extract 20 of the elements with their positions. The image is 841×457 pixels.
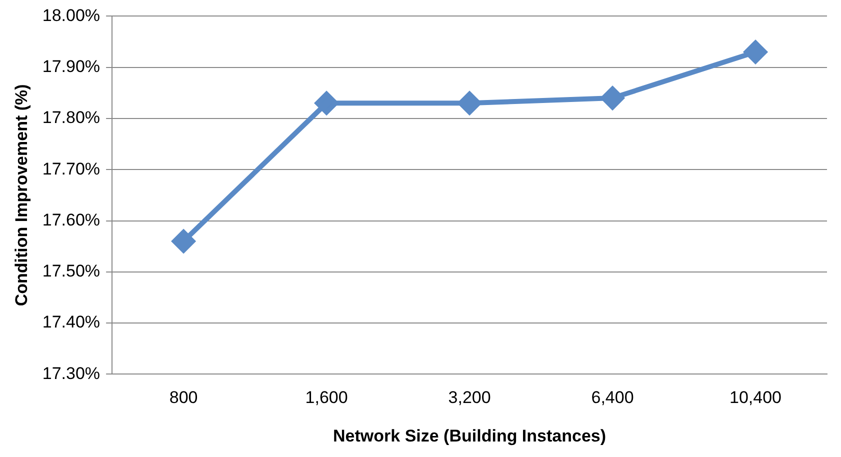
x-tick-label: 1,600	[305, 388, 348, 408]
point	[172, 230, 196, 253]
x-axis-title: Network Size (Building Instances)	[333, 426, 606, 446]
x-tick-label: 6,400	[591, 388, 634, 408]
y-axis-title: Condition Improvement (%)	[12, 84, 31, 306]
y-tick-label: 18.00%	[42, 6, 100, 25]
point	[601, 86, 624, 110]
y-tick-label: 17.50%	[42, 262, 100, 281]
y-tick-label: 17.60%	[42, 210, 100, 230]
y-tick-label: 17.40%	[42, 312, 100, 332]
x-tick-label: 10,400	[730, 388, 782, 408]
y-tick-label: 17.30%	[42, 364, 100, 383]
y-tick-label: 17.90%	[42, 57, 100, 76]
y-tick-label: 17.70%	[42, 159, 100, 178]
point	[458, 92, 482, 115]
x-tick-label: 800	[169, 388, 198, 408]
point	[315, 92, 338, 115]
y-tick-label: 17.80%	[42, 108, 100, 128]
point	[744, 40, 768, 64]
x-tick-label: 3,200	[448, 388, 491, 408]
